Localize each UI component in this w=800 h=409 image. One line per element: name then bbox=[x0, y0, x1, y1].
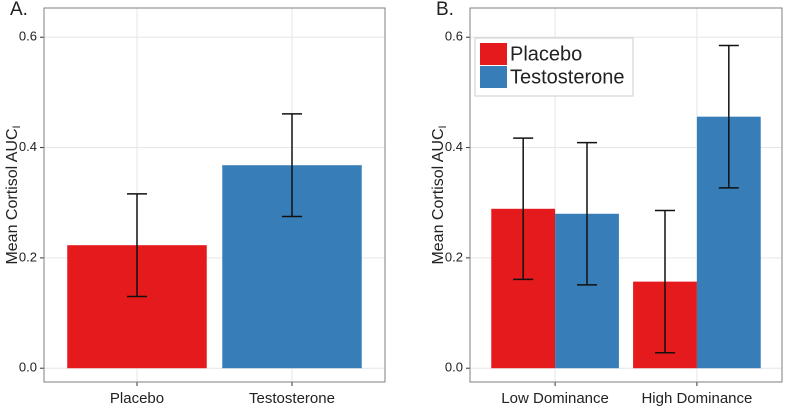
legend-swatch bbox=[480, 66, 507, 88]
panel-title: A. bbox=[10, 0, 28, 20]
legend-swatch bbox=[480, 43, 507, 65]
y-axis-label-main: Mean Cortisol AUC bbox=[4, 129, 21, 265]
y-tick-label: 0.0 bbox=[445, 360, 463, 375]
x-tick-label: Placebo bbox=[110, 390, 164, 407]
y-tick-label: 0.2 bbox=[19, 249, 37, 264]
plot-border bbox=[43, 7, 386, 383]
y-tick-label: 0.6 bbox=[445, 29, 463, 44]
x-tick-label: Testosterone bbox=[249, 390, 335, 407]
y-tick-label: 0.0 bbox=[19, 360, 37, 375]
y-tick-label: 0.4 bbox=[19, 139, 37, 154]
y-axis-label-sub: I bbox=[11, 125, 23, 128]
y-axis-label-sub: I bbox=[437, 125, 449, 128]
y-axis-label: Mean Cortisol AUCI bbox=[430, 125, 449, 264]
y-tick-label: 0.6 bbox=[19, 29, 37, 44]
y-tick-label: 0.2 bbox=[445, 249, 463, 264]
y-axis-label: Mean Cortisol AUCI bbox=[4, 125, 23, 264]
y-axis-label-main: Mean Cortisol AUC bbox=[430, 129, 447, 265]
legend-label: Testosterone bbox=[510, 66, 625, 88]
y-tick-label: 0.4 bbox=[445, 139, 463, 154]
plot-border bbox=[469, 7, 783, 383]
legend-label: Placebo bbox=[510, 43, 582, 65]
panel-title: B. bbox=[436, 0, 454, 20]
x-tick-label: Low Dominance bbox=[501, 390, 609, 407]
x-tick-label: High Dominance bbox=[641, 390, 752, 407]
